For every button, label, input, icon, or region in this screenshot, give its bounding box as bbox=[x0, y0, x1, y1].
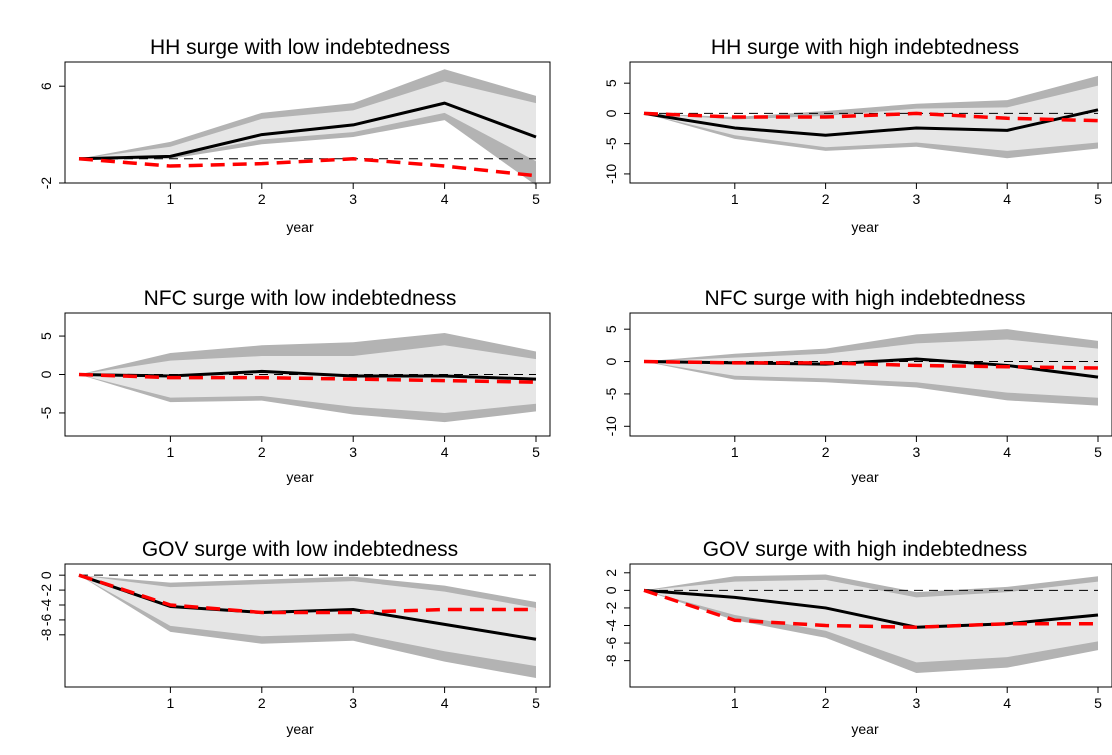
panel-nfc-high: NFC surge with high indebtedness year 1 2… bbox=[603, 287, 1112, 485]
y-tick-label: 0 bbox=[38, 370, 54, 378]
y-tick-label: 0 bbox=[603, 357, 619, 365]
x-tick-label: 3 bbox=[913, 444, 921, 460]
y-tick-label: 0 bbox=[38, 571, 54, 579]
y-tick-label: -6 bbox=[603, 637, 619, 650]
panel-title: HH surge with high indebtedness bbox=[711, 36, 1019, 59]
x-tick-label: 5 bbox=[1094, 695, 1102, 711]
x-tick-label: 4 bbox=[1003, 444, 1011, 460]
y-tick-label: -2 bbox=[38, 584, 54, 597]
x-axis-label: year bbox=[851, 721, 879, 737]
x-axis-label: year bbox=[851, 219, 879, 235]
plot-frame bbox=[64, 563, 551, 688]
x-tick-label: 1 bbox=[731, 444, 739, 460]
x-tick-label: 1 bbox=[167, 695, 175, 711]
x-tick-label: 3 bbox=[349, 695, 357, 711]
panel-hh-high: HH surge with high indebtedness year 1 2 3… bbox=[603, 36, 1112, 235]
panel-nfc-low: NFC surge with low indebtedness year 1 2 3… bbox=[38, 287, 551, 485]
comparison-line bbox=[78, 372, 537, 384]
x-tick-label: 4 bbox=[441, 695, 449, 711]
x-tick-label: 2 bbox=[822, 444, 830, 460]
y-tick-label: 5 bbox=[603, 79, 619, 87]
panel-title: GOV surge with low indebtedness bbox=[142, 538, 458, 561]
x-axis-label: year bbox=[286, 469, 314, 485]
panel-title: NFC surge with high indebtedness bbox=[704, 287, 1025, 310]
point-estimate-line bbox=[78, 101, 537, 161]
x-tick-label: 2 bbox=[258, 191, 266, 207]
x-tick-label: 5 bbox=[532, 695, 540, 711]
x-tick-label: 5 bbox=[1094, 444, 1102, 460]
y-tick-label: -2 bbox=[38, 177, 54, 190]
x-tick-label: 1 bbox=[167, 444, 175, 460]
x-tick-label: 2 bbox=[258, 444, 266, 460]
x-tick-label: 4 bbox=[441, 444, 449, 460]
x-tick-label: 3 bbox=[349, 191, 357, 207]
x-tick-label: 3 bbox=[913, 695, 921, 711]
comparison-line bbox=[78, 157, 537, 178]
panel-title: GOV surge with high indebtedness bbox=[703, 538, 1028, 561]
comparison-line bbox=[643, 111, 1099, 123]
x-tick-label: 2 bbox=[822, 695, 830, 711]
x-axis-label: year bbox=[286, 219, 314, 235]
y-tick-label: 5 bbox=[603, 325, 619, 333]
comparison-line bbox=[643, 359, 1099, 370]
y-tick-label: -2 bbox=[603, 601, 619, 614]
y-tick-label: -6 bbox=[38, 613, 54, 626]
plot-frame bbox=[629, 61, 1112, 184]
x-tick-label: 2 bbox=[258, 695, 266, 711]
panel-hh-low: HH surge with low indebtedness year 1 2 3 4… bbox=[38, 36, 551, 235]
x-tick-label: 4 bbox=[1003, 695, 1011, 711]
x-tick-label: 3 bbox=[913, 191, 921, 207]
band-inner-area bbox=[644, 339, 1098, 398]
point-estimate-line bbox=[643, 108, 1099, 137]
panel-gov-low: GOV surge with low indebtedness year 1 2 3… bbox=[38, 538, 551, 737]
y-tick-label: -4 bbox=[603, 619, 619, 632]
x-tick-label: 5 bbox=[532, 444, 540, 460]
y-tick-label: 6 bbox=[38, 82, 54, 90]
band-inner-area bbox=[79, 81, 536, 162]
y-tick-label: 5 bbox=[38, 332, 54, 340]
y-tick-label: -4 bbox=[38, 599, 54, 612]
x-axis-label: year bbox=[851, 469, 879, 485]
comparison-line bbox=[643, 588, 1098, 630]
y-tick-label: -5 bbox=[38, 407, 54, 420]
panel-title: HH surge with low indebtedness bbox=[150, 36, 450, 59]
y-tick-label: -8 bbox=[38, 628, 54, 641]
x-tick-label: 5 bbox=[532, 191, 540, 207]
panel-title: NFC surge with low indebtedness bbox=[144, 287, 457, 310]
y-tick-label: 0 bbox=[603, 109, 619, 117]
y-tick-label: -10 bbox=[603, 416, 619, 436]
plot-frame bbox=[64, 61, 551, 184]
band-inner-area bbox=[644, 85, 1098, 151]
x-axis-label: year bbox=[286, 721, 314, 737]
y-tick-label: 0 bbox=[603, 586, 619, 594]
panel-gov-high: GOV surge with high indebtedness year 1 2… bbox=[603, 538, 1112, 737]
y-tick-label: -10 bbox=[603, 164, 619, 184]
comparison-line bbox=[78, 573, 536, 615]
x-tick-label: 4 bbox=[441, 191, 449, 207]
band-inner-area bbox=[79, 575, 536, 667]
x-tick-label: 3 bbox=[349, 444, 357, 460]
plot-frame bbox=[629, 312, 1112, 437]
y-tick-label: 2 bbox=[603, 569, 619, 577]
x-tick-label: 4 bbox=[1003, 191, 1011, 207]
x-tick-label: 5 bbox=[1094, 191, 1102, 207]
x-tick-label: 1 bbox=[167, 191, 175, 207]
x-tick-label: 2 bbox=[822, 191, 830, 207]
x-tick-label: 1 bbox=[731, 695, 739, 711]
y-tick-label: -5 bbox=[603, 387, 619, 400]
y-tick-label: -8 bbox=[603, 654, 619, 667]
y-tick-label: -5 bbox=[603, 137, 619, 150]
x-tick-label: 1 bbox=[731, 191, 739, 207]
